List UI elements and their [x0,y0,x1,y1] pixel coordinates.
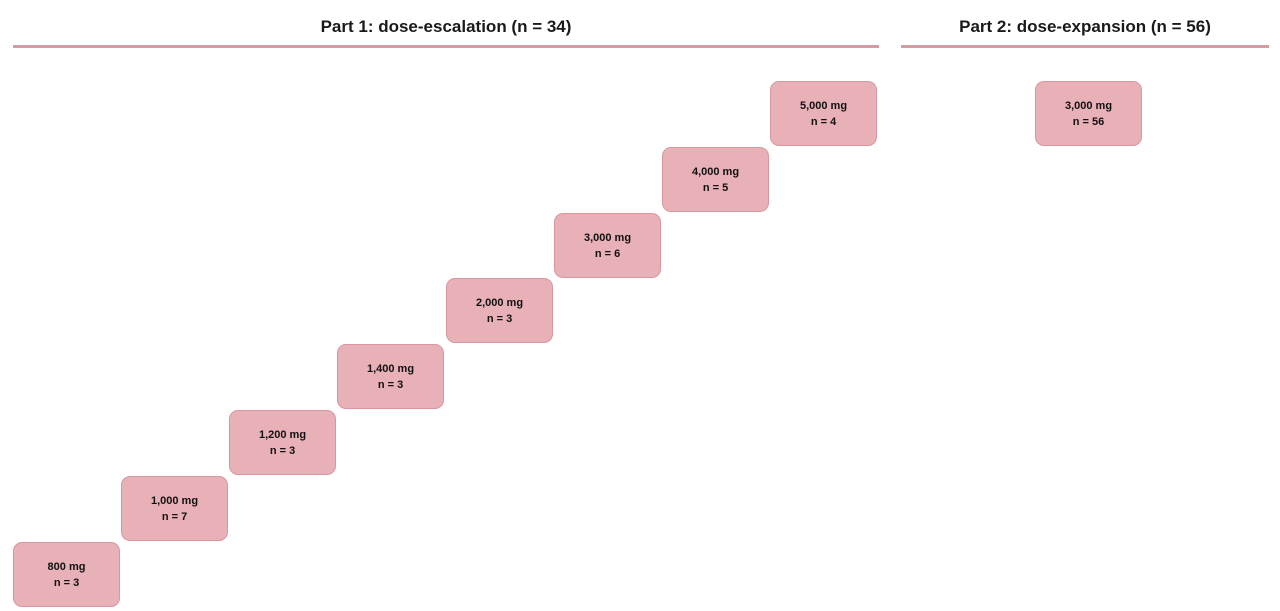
part1-divider [13,45,879,48]
dose-step-5000mg: 5,000 mg n = 4 [770,81,877,146]
part2-title: Part 2: dose-expansion (n = 56) [959,17,1211,36]
cohort-size: n = 4 [810,115,837,128]
dose-label: 1,200 mg [258,428,307,441]
cohort-size: n = 3 [377,378,404,391]
dose-step-1000mg: 1,000 mg n = 7 [121,476,228,541]
part2-divider [901,45,1269,48]
cohort-size: n = 5 [702,181,729,194]
cohort-size: n = 3 [486,312,513,325]
dose-step-2000mg: 2,000 mg n = 3 [446,278,553,343]
dose-step-1400mg: 1,400 mg n = 3 [337,344,444,409]
dose-step-1200mg: 1,200 mg n = 3 [229,410,336,475]
dose-step-800mg: 800 mg n = 3 [13,542,120,607]
dose-label: 2,000 mg [475,296,524,309]
cohort-size: n = 6 [594,247,621,260]
dose-label: 1,400 mg [366,362,415,375]
expansion-cohort-3000mg: 3,000 mg n = 56 [1035,81,1142,146]
dose-step-4000mg: 4,000 mg n = 5 [662,147,769,212]
cohort-size: n = 56 [1072,115,1105,128]
dose-label: 1,000 mg [150,494,199,507]
dose-label: 3,000 mg [583,231,632,244]
cohort-size: n = 3 [269,444,296,457]
cohort-size: n = 3 [53,576,80,589]
dose-label: 5,000 mg [799,99,848,112]
dose-label: 3,000 mg [1064,99,1113,112]
dose-label: 4,000 mg [691,165,740,178]
dose-step-3000mg: 3,000 mg n = 6 [554,213,661,278]
dose-label: 800 mg [47,560,86,573]
cohort-size: n = 7 [161,510,188,523]
part1-title: Part 1: dose-escalation (n = 34) [320,17,572,36]
